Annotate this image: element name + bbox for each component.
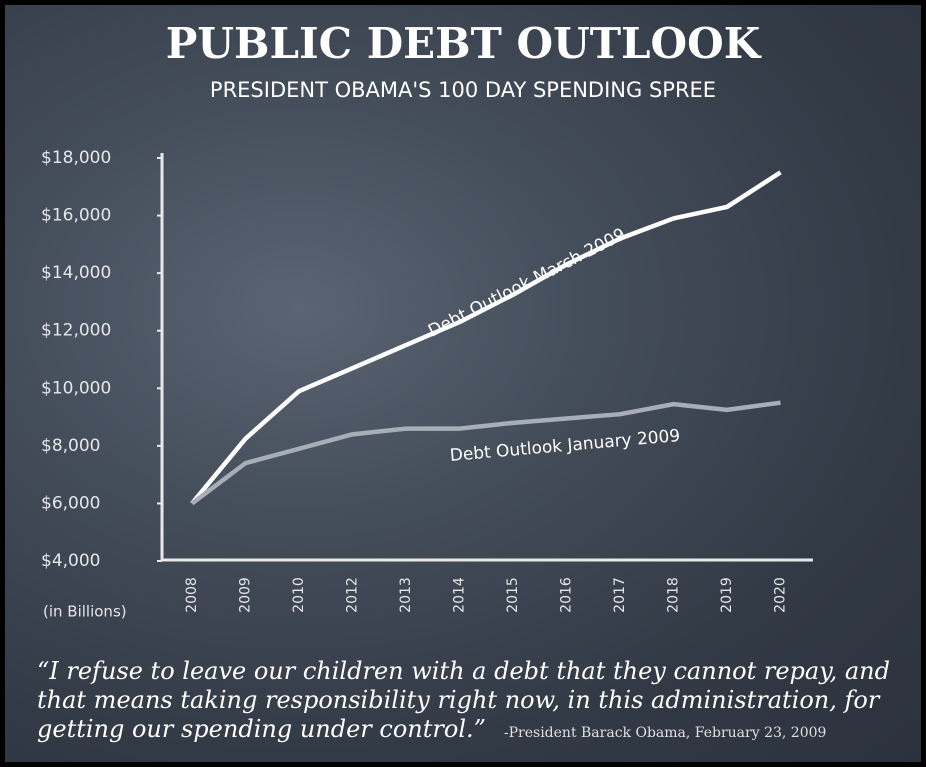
- quote-text: “I refuse to leave our children with a d…: [37, 657, 890, 743]
- y-tick-label: $12,000: [41, 321, 111, 341]
- x-tick-label: 2018: [666, 577, 682, 613]
- quote: “I refuse to leave our children with a d…: [37, 657, 907, 748]
- x-tick-label: 2014: [452, 577, 468, 613]
- y-tick-label: $16,000: [41, 206, 111, 226]
- y-tick-label: $14,000: [41, 263, 111, 283]
- series-line: [190, 170, 782, 505]
- y-tick-label: $4,000: [41, 551, 100, 571]
- series-label: Debt Outlook January 2009: [449, 426, 681, 466]
- x-tick-label: 2009: [238, 577, 254, 613]
- y-tick-label: $18,000: [41, 148, 111, 168]
- y-tick-label: $10,000: [41, 378, 111, 398]
- x-tick-label: 2020: [773, 577, 789, 613]
- x-tick-label: 2017: [612, 577, 628, 613]
- y-axis-label: (in Billions): [43, 603, 127, 621]
- x-tick-label: 2015: [505, 577, 521, 613]
- x-tick-label: 2016: [559, 577, 575, 613]
- chart-frame: PUBLIC DEBT OUTLOOK PRESIDENT OBAMA'S 10…: [5, 5, 921, 762]
- chart-subtitle: PRESIDENT OBAMA'S 100 DAY SPENDING SPREE: [210, 78, 716, 102]
- y-tick-label: $8,000: [41, 436, 100, 456]
- attribution: -President Barack Obama, February 23, 20…: [503, 725, 827, 741]
- series-label: Debt Outlook March 2009: [425, 224, 629, 341]
- y-tick-label: $6,000: [41, 493, 100, 513]
- series-line: [190, 400, 781, 506]
- x-tick-label: 2008: [184, 577, 200, 613]
- chart-title: PUBLIC DEBT OUTLOOK: [166, 19, 762, 68]
- x-tick-label: 2019: [719, 577, 735, 613]
- chart: PUBLIC DEBT OUTLOOK PRESIDENT OBAMA'S 10…: [41, 19, 813, 621]
- x-tick-label: 2010: [291, 577, 307, 613]
- x-tick-label: 2013: [398, 577, 414, 613]
- x-tick-label: 2012: [345, 577, 361, 613]
